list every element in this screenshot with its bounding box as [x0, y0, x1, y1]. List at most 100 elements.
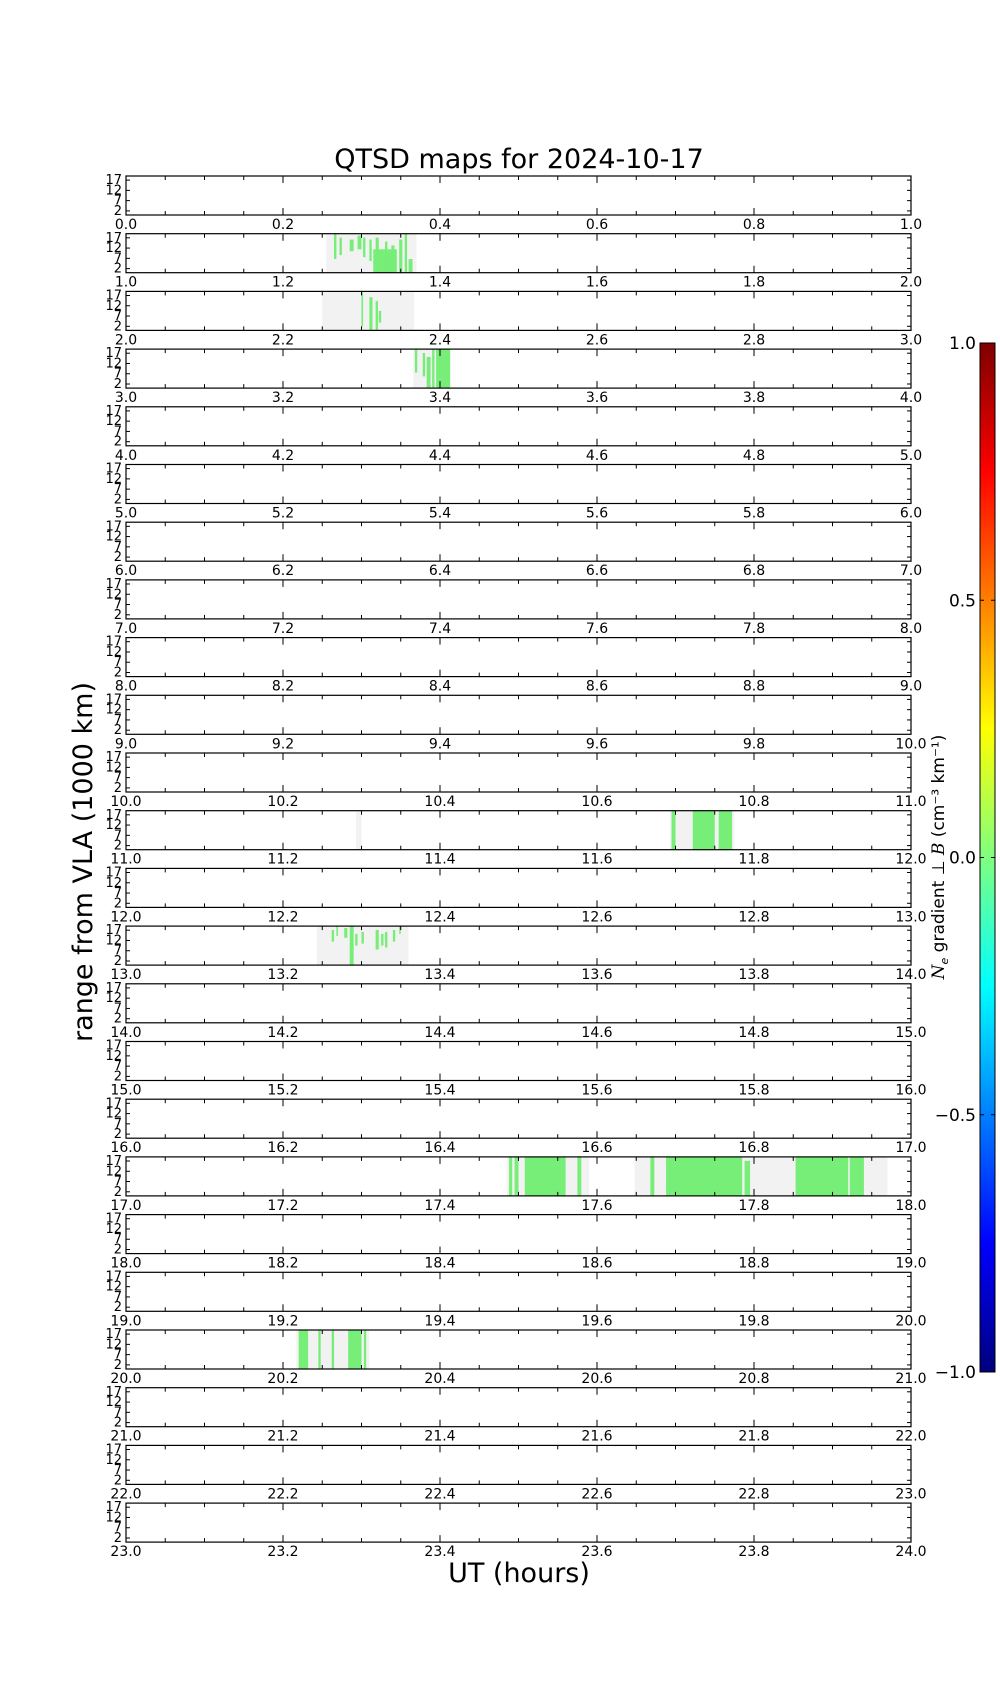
x-tick-label-6-0: 6.0	[115, 563, 137, 579]
y-tick-label-23-0: 17	[105, 1500, 122, 1515]
x-tick-label-19-5: 20.0	[895, 1313, 926, 1329]
x-tick-label-11-5: 12.0	[895, 852, 926, 868]
colorbar-label-mid: gradient ⊥	[929, 855, 949, 958]
segment-13-4	[355, 933, 358, 946]
x-tick-label-16-5: 17.0	[895, 1140, 926, 1156]
x-tick-label-22-4: 22.8	[738, 1486, 769, 1502]
x-tick-label-16-4: 16.8	[738, 1140, 769, 1156]
x-tick-label-8-3: 8.6	[586, 679, 608, 695]
x-tick-label-21-3: 21.6	[581, 1429, 612, 1445]
x-tick-label-14-5: 15.0	[895, 1025, 926, 1041]
x-tick-label-2-4: 2.8	[743, 332, 765, 348]
colorbar-ticks: 1.0 0.5 0.0 −0.5 −1.0	[935, 334, 995, 1383]
x-tick-label-5-1: 5.2	[272, 506, 294, 522]
panel-frame-7	[125, 579, 912, 620]
panel-frame-9	[125, 694, 912, 735]
y-tick-label-0-3: 2	[114, 204, 122, 219]
y-tick-label-10-2: 7	[114, 771, 122, 786]
x-tick-label-15-0: 15.0	[110, 1083, 141, 1099]
y-tick-label-18-1: 12	[105, 1222, 122, 1237]
x-tick-label-14-0: 14.0	[110, 1025, 141, 1041]
x-tick-label-10-1: 10.2	[267, 794, 298, 810]
x-tick-label-18-1: 18.2	[267, 1256, 298, 1272]
x-tick-label-23-2: 23.4	[424, 1544, 455, 1560]
segment-3-2	[426, 356, 431, 389]
x-tick-label-9-5: 10.0	[895, 736, 926, 752]
y-tick-label-2-3: 2	[114, 319, 122, 334]
x-tick-label-19-3: 19.6	[581, 1313, 612, 1329]
y-tick-label-7-1: 12	[105, 587, 122, 602]
y-tick-label-8-3: 2	[114, 665, 122, 680]
y-tick-label-1-2: 7	[114, 251, 122, 266]
colorbar-label-units: (cm⁻³ km⁻¹)	[929, 735, 949, 843]
y-tick-label-22-2: 7	[114, 1463, 122, 1478]
x-tick-label-13-3: 13.6	[581, 967, 612, 983]
panel-frame-23	[125, 1502, 912, 1543]
x-tick-label-19-1: 19.2	[267, 1313, 298, 1329]
x-tick-label-17-4: 17.8	[738, 1198, 769, 1214]
panel-frame-12	[125, 867, 912, 909]
panel-frame-13	[125, 925, 912, 966]
y-tick-label-15-0: 17	[105, 1039, 122, 1054]
segment-20-2	[331, 1330, 335, 1369]
x-tick-label-6-5: 7.0	[900, 563, 922, 579]
x-tick-label-22-1: 22.2	[267, 1486, 298, 1502]
x-tick-label-12-2: 12.4	[424, 909, 455, 925]
segment-20-0	[298, 1330, 309, 1369]
segment-13-9	[392, 930, 396, 942]
x-tick-label-23-1: 23.2	[267, 1544, 298, 1560]
y-tick-label-13-1: 12	[105, 933, 122, 948]
colorbar-label: Ne gradient ⊥ B (cm⁻³ km⁻¹)	[929, 735, 951, 981]
y-tick-label-3-2: 7	[114, 367, 122, 382]
y-tick-label-6-0: 17	[105, 519, 122, 534]
x-tick-label-17-1: 17.2	[267, 1198, 298, 1214]
y-tick-label-4-3: 2	[114, 435, 122, 450]
y-tick-label-8-0: 17	[105, 635, 122, 650]
x-tick-label-2-0: 2.0	[115, 332, 137, 348]
segment-11-1	[692, 810, 715, 850]
y-tick-label-21-3: 2	[114, 1416, 122, 1431]
x-tick-label-4-3: 4.6	[586, 448, 608, 464]
y-tick-label-19-2: 7	[114, 1290, 122, 1305]
y-tick-label-9-0: 17	[105, 692, 122, 707]
segment-17-4	[650, 1156, 655, 1196]
panel-frame-8	[125, 636, 912, 678]
x-tick-label-16-1: 16.2	[267, 1140, 298, 1156]
x-tick-label-3-5: 4.0	[900, 390, 922, 406]
y-tick-label-15-1: 12	[105, 1049, 122, 1064]
x-tick-label-19-4: 19.8	[738, 1313, 769, 1329]
y-tick-label-17-3: 2	[114, 1185, 122, 1200]
y-tick-label-5-0: 17	[105, 462, 122, 477]
y-tick-label-16-1: 12	[105, 1107, 122, 1122]
x-tick-label-10-4: 10.8	[738, 794, 769, 810]
panel-frame-0	[125, 175, 912, 216]
y-tick-label-5-1: 12	[105, 472, 122, 487]
x-tick-label-12-1: 12.2	[267, 909, 298, 925]
chart-title: QTSD maps for 2024-10-17	[334, 144, 704, 175]
x-tick-label-22-5: 23.0	[895, 1486, 926, 1502]
y-tick-label-13-2: 7	[114, 944, 122, 959]
x-tick-label-3-0: 3.0	[115, 390, 137, 406]
y-tick-label-23-3: 2	[114, 1531, 122, 1546]
segment-13-3	[349, 926, 354, 966]
x-tick-label-4-4: 4.8	[743, 448, 765, 464]
y-tick-label-8-1: 12	[105, 645, 122, 660]
y-tick-label-19-3: 2	[114, 1300, 122, 1315]
x-tick-label-4-0: 4.0	[115, 448, 137, 464]
x-tick-label-3-4: 3.8	[743, 390, 765, 406]
segment-20-3	[348, 1330, 362, 1369]
y-tick-label-19-1: 12	[105, 1280, 122, 1295]
panel-frame-4	[125, 406, 912, 447]
x-tick-label-1-4: 1.8	[743, 275, 765, 291]
segment-3-4	[436, 349, 451, 389]
segment-11-0	[671, 810, 676, 850]
x-tick-label-13-5: 14.0	[895, 967, 926, 983]
